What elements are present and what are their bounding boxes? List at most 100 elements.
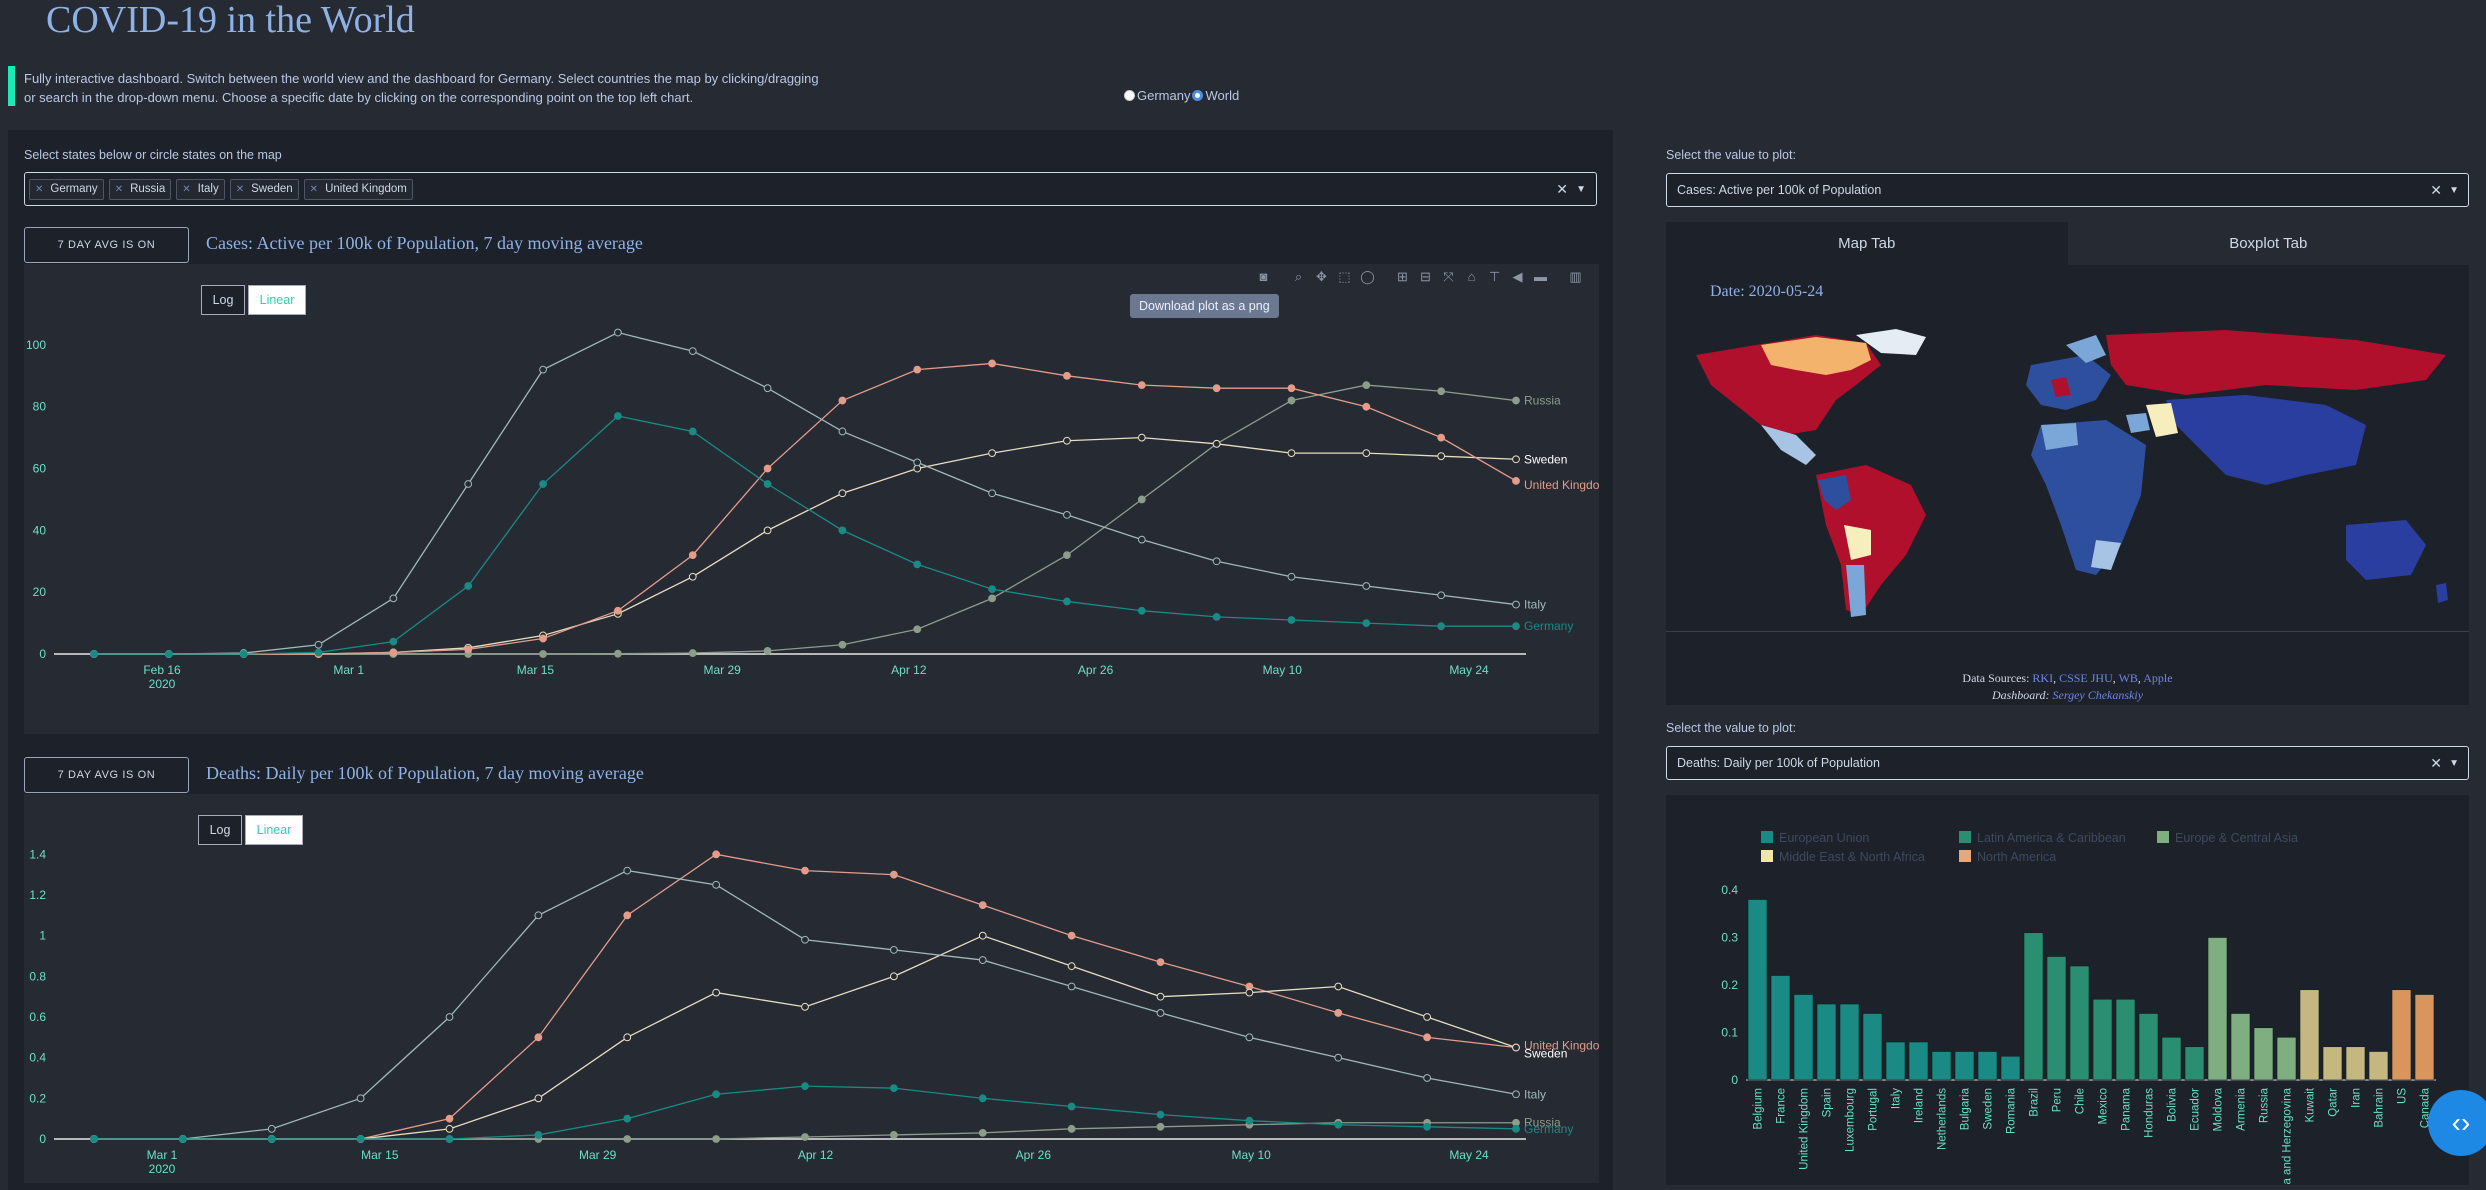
chip-italy[interactable]: ✕ Italy [176, 178, 225, 200]
map-region-colombia[interactable] [1818, 475, 1851, 510]
map-region-scandinavia[interactable] [2066, 335, 2106, 363]
series-point [712, 880, 721, 889]
map-region-europe[interactable] [2026, 355, 2111, 410]
log-button-cases[interactable]: Log [201, 285, 245, 315]
hover-compare-icon[interactable]: ▬ [1534, 269, 1547, 284]
hover-closest-icon[interactable]: ◀ [1512, 269, 1523, 284]
y-tick-label: 40 [33, 523, 47, 537]
radio-germany-label[interactable]: Germany [1137, 88, 1191, 103]
map-tabs[interactable]: Map Tab Boxplot Tab [1666, 222, 2469, 265]
camera-icon[interactable]: ◙ [1259, 269, 1268, 284]
spike-lines-icon[interactable]: ⊤ [1488, 269, 1501, 284]
clear-icon[interactable]: ✕ [1556, 180, 1568, 197]
map-region-uk[interactable] [2051, 377, 2071, 397]
clear-icon[interactable]: ✕ [2430, 181, 2442, 198]
plot-modebar[interactable]: ◙ ⌕ ✥ ⬚ ◯ ⊞ ⊟ ⤧ ⌂ ⊤ ◀ ▬ ▥ [1255, 268, 1584, 285]
radio-world-label[interactable]: World [1205, 88, 1240, 103]
map-region-south-africa[interactable] [2091, 540, 2121, 570]
tab-map[interactable]: Map Tab [1666, 222, 2068, 265]
chevron-down-icon[interactable]: ▼ [2449, 757, 2459, 769]
source-link-jhu[interactable]: CSSE JHU [2059, 671, 2113, 685]
chip-germany[interactable]: ✕ Germany [29, 178, 104, 200]
map-region-new-zealand[interactable] [2436, 583, 2448, 603]
chip-label: Germany [50, 183, 98, 195]
series-point [1423, 1074, 1432, 1082]
plotly-logo-icon[interactable]: ▥ [1569, 269, 1582, 284]
country-multiselect[interactable]: ✕ Germany ✕ Russia ✕ Italy ✕ Sweden ✕ United … [24, 172, 1597, 206]
chip-remove-icon[interactable]: ✕ [182, 183, 191, 195]
source-link-wb[interactable]: WB [2118, 671, 2138, 685]
deaths-chart[interactable]: 0 0.2 0.4 0.6 0.8 1 1.2 1.4 Mar 1 2020 Mar 15 Mar 2… [24, 794, 1609, 1183]
zoom-icon[interactable]: ⌕ [1294, 269, 1303, 284]
world-map[interactable]: Date: 2020-05-24 Data Sources: RKI, CSSE… [1666, 265, 2469, 705]
bar-chart-svg[interactable]: 0 0.1 0.2 0.3 0.4 Belgium France United Kingdom… [1666, 795, 2469, 1190]
world-choropleth[interactable] [1666, 325, 2469, 625]
chip-united-kingdom[interactable]: ✕ United Kingdom [303, 178, 413, 200]
map-region-bolivia[interactable] [1844, 525, 1871, 560]
value-select-1[interactable]: Cases: Active per 100k of Population ✕ ▼ [1666, 173, 2469, 207]
tab-boxplot[interactable]: Boxplot Tab [2067, 222, 2469, 265]
map-region-north-africa[interactable] [2041, 423, 2078, 450]
view-toggle[interactable]: Germany World [1124, 88, 1239, 103]
map-region-iran[interactable] [2126, 413, 2150, 433]
map-region-russia[interactable] [2106, 330, 2446, 395]
bar [1862, 1013, 1883, 1081]
bar-chart[interactable]: 0 0.1 0.2 0.3 0.4 Belgium France United Kingdom… [1666, 795, 2469, 1190]
map-region-africa[interactable] [2031, 420, 2146, 575]
cases-chart[interactable]: 0 20 40 60 80 100 Feb 16 2020 Mar 1 Mar 15 Mar 29 A… [24, 264, 1609, 734]
chip-remove-icon[interactable]: ✕ [235, 183, 245, 195]
zoom-out-icon[interactable]: ⊟ [1420, 269, 1431, 284]
map-region-greenland[interactable] [1856, 329, 1926, 355]
series-point [1512, 1124, 1520, 1133]
map-region-argentina[interactable] [1846, 565, 1866, 617]
chip-russia[interactable]: ✕ Russia [108, 178, 172, 200]
y-tick-label: 0.2 [1721, 978, 1738, 992]
pan-icon[interactable]: ✥ [1316, 269, 1327, 284]
source-link-apple[interactable]: Apple [2143, 671, 2173, 685]
series-point [913, 625, 922, 634]
chevron-down-icon[interactable]: ▼ [1576, 183, 1586, 195]
map-region-canada[interactable] [1761, 337, 1871, 375]
lasso-icon[interactable]: ◯ [1360, 269, 1375, 284]
linear-button-deaths[interactable]: Linear [245, 815, 303, 845]
series-point [613, 328, 622, 337]
radio-world[interactable] [1192, 90, 1204, 101]
box-select-icon[interactable]: ⬚ [1338, 269, 1351, 284]
map-region-mexico[interactable] [1761, 425, 1816, 465]
map-region-middle-east[interactable] [2146, 403, 2178, 437]
chip-remove-icon[interactable]: ✕ [309, 183, 319, 195]
series-point [1067, 962, 1076, 971]
y-tick-label: 1.2 [29, 888, 46, 902]
linear-button-cases[interactable]: Linear [248, 285, 306, 315]
avg-toggle-button-deaths[interactable]: 7 DAY AVG IS ON [24, 757, 189, 793]
author-link[interactable]: Sergey Chekanskiy [2052, 688, 2144, 702]
sources-prefix: Data Sources: [1962, 671, 2030, 685]
clear-icon[interactable]: ✕ [2430, 754, 2442, 771]
zoom-in-icon[interactable]: ⊞ [1397, 269, 1408, 284]
chip-remove-icon[interactable]: ✕ [35, 183, 44, 195]
autoscale-icon[interactable]: ⤧ [1443, 269, 1454, 284]
home-icon[interactable]: ⌂ [1467, 269, 1476, 284]
map-region-australia[interactable] [2346, 520, 2426, 580]
log-button-deaths[interactable]: Log [198, 815, 242, 845]
series-point [178, 1135, 187, 1143]
chevron-down-icon[interactable]: ▼ [2449, 184, 2459, 196]
series-line [94, 436, 1517, 655]
radio-germany[interactable] [1124, 90, 1135, 101]
value-select-2[interactable]: Deaths: Daily per 100k of Population ✕ ▼ [1666, 746, 2469, 780]
series-point [1067, 982, 1076, 991]
series-point [801, 1002, 809, 1011]
source-link-rki[interactable]: RKI [2032, 671, 2054, 685]
bar [1908, 1041, 1929, 1081]
x-tick-label: Apr 26 [1016, 1148, 1052, 1162]
series-line [94, 415, 1516, 655]
avg-toggle-button-cases[interactable]: 7 DAY AVG IS ON [24, 227, 189, 263]
x-tick-label: Honduras [2144, 1088, 2156, 1138]
map-region-asia[interactable] [2166, 395, 2366, 485]
chip-remove-icon[interactable]: ✕ [114, 183, 124, 195]
navigation-fab[interactable]: ‹› [2428, 1090, 2486, 1156]
chip-sweden[interactable]: ✕ Sweden [229, 178, 299, 200]
x-tick-label: Russia [2259, 1087, 2271, 1123]
